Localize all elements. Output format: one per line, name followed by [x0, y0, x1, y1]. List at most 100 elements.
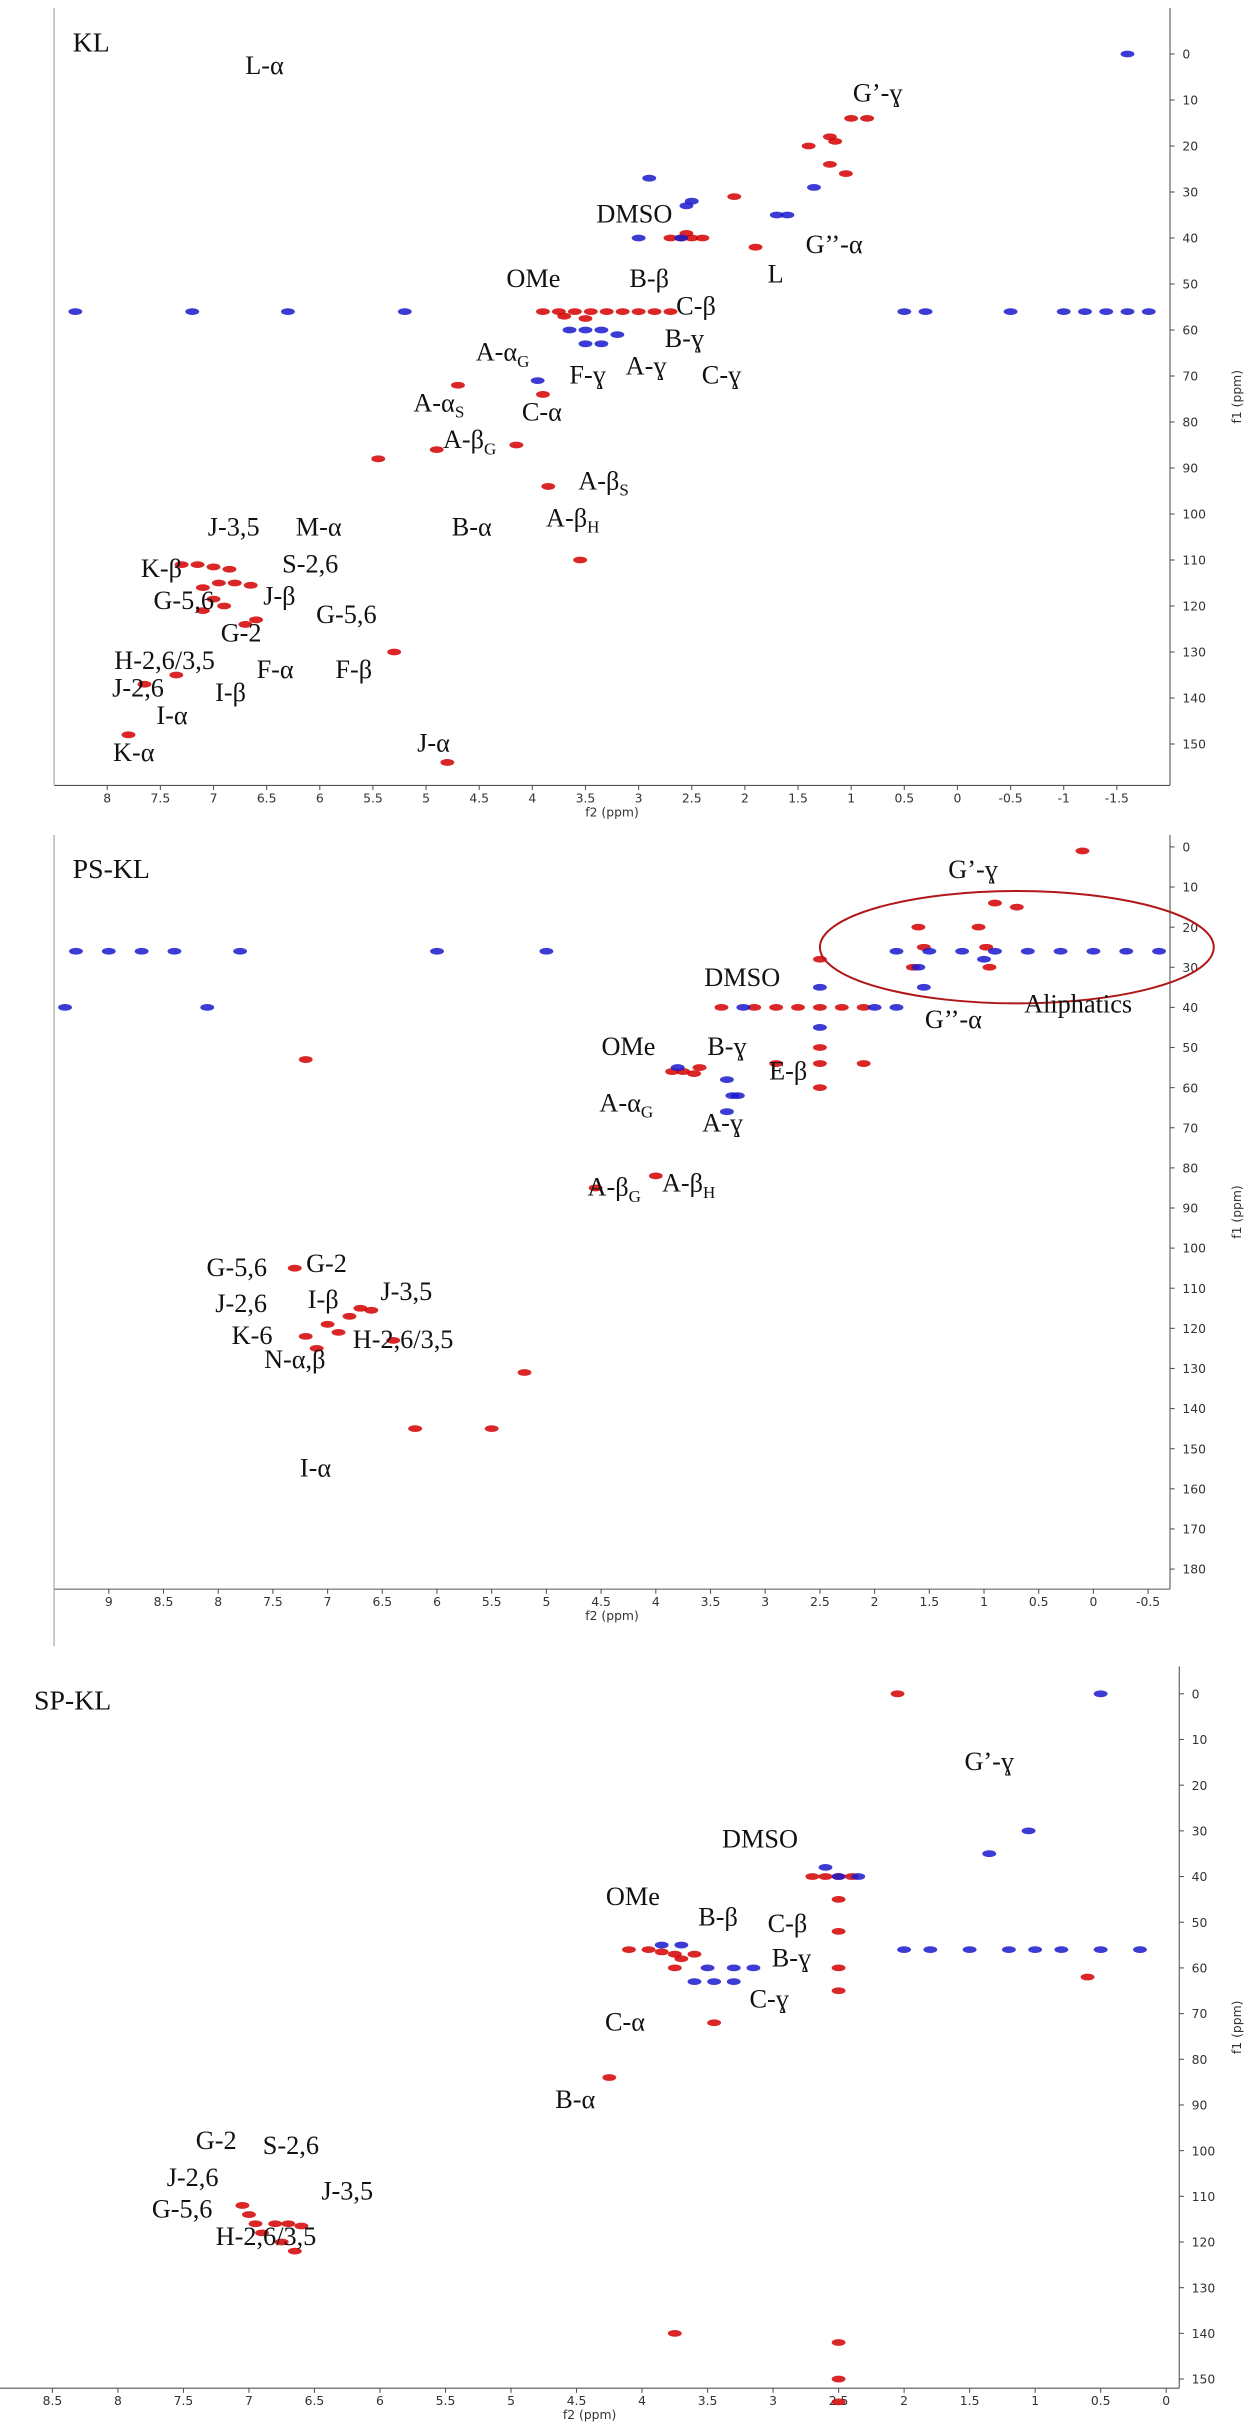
cross-peak	[610, 331, 624, 338]
spectra-figure: 87.576.565.554.543.532.521.510.50-0.5-1-…	[0, 0, 1255, 2424]
peak-label-text: A-β	[588, 1173, 629, 1202]
peak-label-text: C-β	[768, 1909, 808, 1938]
x-tick-label: 3.5	[701, 1595, 721, 1609]
peak-label-subscript: G	[517, 352, 529, 371]
x-tick-label: 2	[741, 791, 749, 805]
cross-peak	[222, 566, 236, 573]
peak-label: C-β	[676, 292, 716, 321]
peak-label: A-αG	[476, 338, 530, 371]
cross-peak	[890, 1004, 904, 1011]
cross-peak	[839, 170, 853, 177]
cross-peak	[693, 1064, 707, 1071]
peak-label-text: J-β	[263, 582, 295, 611]
peak-label-text: J-α	[417, 729, 450, 758]
cross-peak	[983, 964, 997, 971]
y-tick-label: 150	[1182, 1442, 1206, 1456]
x-tick-label: 7	[324, 1595, 332, 1609]
peak-label: A-ɣ	[702, 1108, 744, 1137]
peak-label-text: A-β	[546, 503, 587, 532]
peak-label-text: A-α	[476, 338, 518, 367]
x-axis-label: f2 (ppm)	[585, 805, 639, 819]
cross-peak	[242, 2211, 256, 2218]
cross-peak	[655, 1949, 669, 1956]
peak-label-text: J-3,5	[380, 1277, 432, 1306]
peak-label-text: J-2,6	[112, 674, 164, 703]
cross-peak	[69, 948, 83, 955]
peak-label: A-βG	[443, 425, 496, 458]
y-tick-label: 100	[1182, 508, 1206, 522]
peak-label-text: G-5,6	[153, 586, 214, 615]
cross-peak	[919, 308, 933, 315]
cross-peak	[727, 1964, 741, 1971]
x-tick-label: 6.5	[372, 1595, 392, 1609]
cross-peak	[1022, 1827, 1036, 1834]
cross-peak	[655, 1942, 669, 1949]
cross-peak	[1057, 308, 1071, 315]
peak-label: OMe	[506, 264, 560, 293]
cross-peak	[832, 1928, 846, 1935]
peak-label-text: H-2,6/3,5	[114, 646, 215, 675]
peak-label-text: I-α	[300, 1453, 331, 1482]
y-tick-label: 120	[1192, 2236, 1216, 2250]
cross-peak	[832, 2398, 846, 2405]
peak-label-text: C-β	[676, 292, 716, 321]
peak-label: J-3,5	[321, 2176, 373, 2205]
peak-label-text: OMe	[601, 1032, 655, 1061]
peak-label-text: DMSO	[704, 963, 780, 992]
peak-label-text: G-2	[306, 1249, 347, 1278]
x-tick-label: 1.5	[960, 2394, 980, 2408]
cross-peak	[977, 956, 991, 963]
cross-peak	[1094, 1946, 1108, 1953]
x-axis-label: f2 (ppm)	[585, 1609, 639, 1623]
peak-label-text: B-ɣ	[772, 1943, 812, 1972]
cross-peak	[674, 1955, 688, 1962]
peak-label: I-α	[156, 701, 187, 730]
panel-title: PS-KL	[73, 854, 150, 885]
cross-peak	[321, 1321, 335, 1328]
peak-label-text: E-β	[769, 1056, 807, 1085]
peak-label: L-α	[245, 51, 284, 80]
peak-label-text: C-ɣ	[749, 1985, 789, 2014]
cross-peak	[1099, 308, 1113, 315]
y-tick-label: 0	[1182, 841, 1190, 855]
cross-peak	[233, 948, 247, 955]
peak-label: G-2	[306, 1249, 347, 1278]
cross-peak	[668, 1964, 682, 1971]
y-tick-label: 0	[1182, 48, 1190, 62]
x-tick-label: 5.5	[436, 2394, 456, 2408]
x-tick-label: -0.5	[1136, 1595, 1160, 1609]
cross-peak	[707, 1978, 721, 1985]
cross-peak	[890, 948, 904, 955]
cross-peak	[868, 1004, 882, 1011]
cross-peak	[857, 1060, 871, 1067]
cross-peak	[509, 442, 523, 449]
cross-peak	[1152, 948, 1166, 955]
peak-label-text: L-α	[245, 51, 284, 80]
peak-label: G-5,6	[207, 1253, 268, 1282]
x-tick-label: 3	[769, 2394, 777, 2408]
cross-peak	[563, 327, 577, 334]
y-tick-label: 70	[1182, 370, 1198, 384]
x-tick-label: 7.5	[263, 1595, 283, 1609]
peak-label: C-α	[605, 2007, 645, 2036]
cross-peak	[594, 327, 608, 334]
cross-peak	[720, 1076, 734, 1083]
cross-peak	[1028, 1946, 1042, 1953]
cross-peak	[235, 2202, 249, 2209]
peak-label: J-β	[263, 582, 295, 611]
cross-peak	[191, 561, 205, 568]
peak-label-subscript: S	[455, 403, 464, 422]
peak-label-text: A-α	[413, 388, 455, 417]
x-tick-label: 5.5	[363, 791, 383, 805]
cross-peak	[923, 1946, 937, 1953]
cross-peak	[332, 1329, 346, 1336]
cross-peak	[813, 1004, 827, 1011]
cross-peak	[207, 564, 221, 571]
x-tick-label: 8.5	[43, 2394, 63, 2408]
peak-label: H-2,6/3,5	[114, 646, 215, 675]
peak-label: C-ɣ	[702, 361, 742, 390]
peak-label: A-αS	[413, 388, 464, 421]
cross-peak	[911, 924, 925, 931]
peak-label-text: F-α	[257, 655, 294, 684]
peak-label: B-ɣ	[665, 324, 705, 353]
